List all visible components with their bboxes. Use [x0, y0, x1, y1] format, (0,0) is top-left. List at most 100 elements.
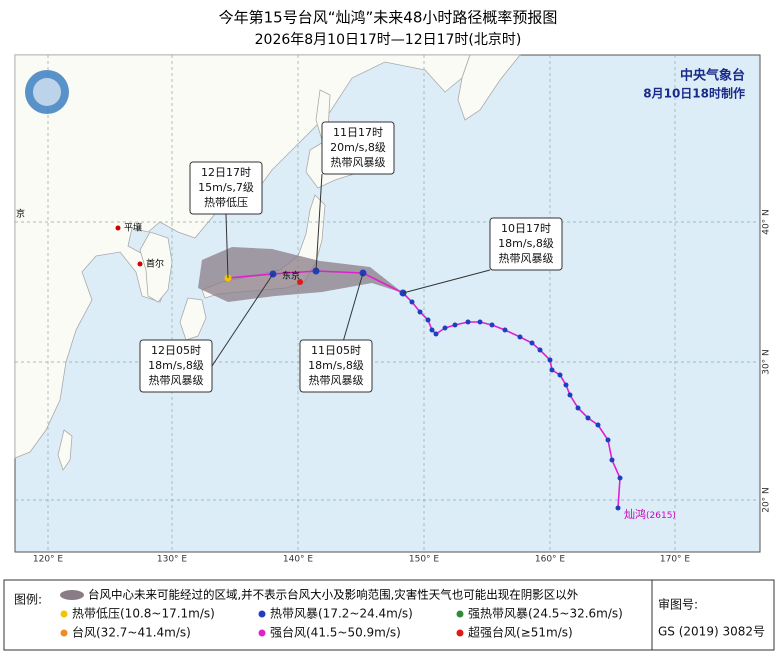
legend-swatch — [456, 610, 464, 618]
track-dot — [477, 319, 483, 325]
legend-label: 强台风(41.5~50.9m/s) — [270, 625, 401, 640]
legend-label: 强热带风暴(24.5~32.6m/s) — [468, 607, 623, 621]
track-dot — [547, 357, 553, 363]
legend-swatch — [258, 610, 266, 618]
callout-box — [139, 339, 213, 393]
legend-items: 热带低压(10.8~17.1m/s) 热带风暴(17.2~24.4m/s) 强热带风… — [60, 607, 623, 640]
callout-wind: 20m/s,8级 — [330, 141, 386, 154]
map: 平壤 首尔 东京 京 灿鸿(2615) 10日17时18m/s,8级热带风暴级1… — [14, 54, 761, 553]
kamchatka — [457, 54, 521, 121]
callout-time: 12日05时 — [151, 344, 201, 357]
track-dot — [537, 347, 543, 353]
callout-box — [299, 339, 373, 393]
track-dot — [529, 340, 535, 346]
lat-label: 30° N — [762, 349, 772, 375]
callout-wind: 18m/s,8级 — [308, 359, 364, 372]
legend-swatch — [60, 629, 68, 637]
callout-time: 11日05时 — [311, 344, 361, 357]
track-dot — [409, 299, 415, 305]
callout-box — [189, 161, 263, 215]
track-dot — [425, 317, 431, 323]
typhoon-name: 灿鸿(2615) — [624, 507, 676, 521]
city-label: 东京 — [282, 270, 300, 282]
track-dot — [563, 382, 569, 388]
legend-label: 热带风暴(17.2~24.4m/s) — [270, 607, 413, 621]
issued: 8月10日18时制作 — [643, 86, 745, 101]
legend-box — [3, 579, 775, 651]
track-dot — [585, 415, 591, 421]
legend-title: 图例: — [14, 593, 42, 607]
track-dot — [575, 405, 581, 411]
callout-level: 热带风暴级 — [331, 156, 386, 169]
lon-label: 170° E — [660, 555, 691, 565]
lon-label: 160° E — [535, 555, 566, 565]
track-dot — [605, 437, 611, 443]
track-dot — [595, 422, 601, 428]
legend-label: 台风(32.7~41.4m/s) — [72, 625, 191, 640]
track-dot — [465, 319, 471, 325]
approval-number: GS (2019) 3082号 — [658, 625, 765, 639]
callout-leader — [211, 273, 274, 367]
callout-box — [321, 121, 395, 175]
track-dot — [615, 505, 621, 511]
track-dot — [452, 322, 458, 328]
callout-level: 热带低压 — [204, 196, 248, 209]
track-dot — [517, 334, 523, 340]
axis-labels: 120° E 130° E 140° E 150° E 160° E 170° E 40° … — [33, 209, 772, 564]
callout-level: 热带风暴级 — [309, 374, 364, 387]
subtitle: 2026年8月10日17时—12日17时(北京时) — [255, 32, 522, 48]
title: 今年第15号台风“灿鸿”未来48小时路径概率预报图 — [219, 9, 558, 27]
track-points — [409, 299, 623, 511]
lon-label: 120° E — [33, 555, 64, 565]
mainland — [14, 54, 471, 459]
cone-icon — [60, 590, 84, 600]
legend-swatch — [60, 610, 68, 618]
kyushu — [179, 297, 207, 341]
legend-label: 热带低压(10.8~17.1m/s) — [72, 607, 215, 621]
city-marker — [115, 225, 121, 231]
callout-time: 12日17时 — [201, 166, 251, 179]
graticule — [15, 55, 760, 552]
track-dot — [502, 327, 508, 333]
lat-label: 40° N — [762, 209, 772, 235]
city-label: 京 — [16, 208, 25, 220]
city-marker — [297, 279, 303, 285]
legend-note: 台风中心未来可能经过的区域,并不表示台风大小及影响范围,灾害性天气也可能出现在阴… — [88, 588, 579, 602]
track-dot — [433, 331, 439, 337]
callout-wind: 15m/s,7级 — [198, 181, 254, 194]
callouts: 10日17时18m/s,8级热带风暴级11日05时18m/s,8级热带风暴级11… — [139, 121, 563, 393]
lat-label: 20° N — [762, 487, 772, 513]
track-dot — [567, 392, 573, 398]
callout-time: 10日17时 — [501, 222, 551, 235]
track-dot — [489, 322, 495, 328]
legend-swatch — [456, 629, 464, 637]
probability-cone — [198, 247, 403, 302]
callout-wind: 18m/s,8级 — [498, 237, 554, 250]
callout-time: 11日17时 — [333, 126, 383, 139]
legend-swatch — [258, 629, 266, 637]
city-marker — [137, 261, 143, 267]
lon-label: 150° E — [409, 555, 440, 565]
track-dot — [417, 309, 423, 315]
legend: 图例: 台风中心未来可能经过的区域,并不表示台风大小及影响范围,灾害性天气也可能… — [3, 579, 775, 651]
track-dot — [609, 457, 615, 463]
callout-leader — [225, 213, 229, 279]
callout-level: 热带风暴级 — [149, 374, 204, 387]
approval-label: 审图号: — [658, 597, 698, 612]
track-dot — [549, 367, 555, 373]
korea — [139, 231, 173, 303]
callout-leader — [402, 269, 491, 294]
track-dot — [557, 372, 563, 378]
track-dot — [429, 327, 435, 333]
callout-wind: 18m/s,8级 — [148, 359, 204, 372]
legend-label: 超强台风(≥51m/s) — [468, 625, 573, 640]
callout-box — [489, 217, 563, 271]
taiwan — [57, 429, 73, 471]
logo — [25, 70, 69, 114]
track-dot — [442, 325, 448, 331]
lon-label: 140° E — [283, 555, 314, 565]
track-dot — [617, 475, 623, 481]
city-label: 首尔 — [146, 258, 164, 270]
city-label: 平壤 — [124, 222, 142, 234]
